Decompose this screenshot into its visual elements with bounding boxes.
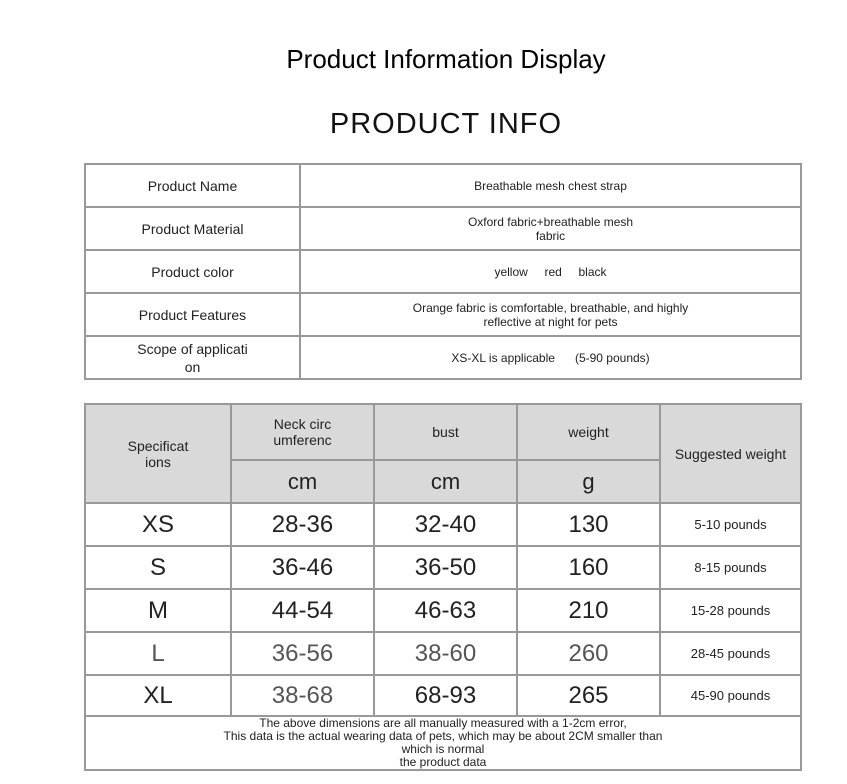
info-label: Product Name: [84, 163, 301, 208]
info-value: yellow red black: [299, 249, 802, 294]
unit-row: cm cm g: [85, 459, 801, 504]
neck-cell: 44-54: [230, 588, 375, 633]
suggested-cell: 15-28 pounds: [659, 588, 802, 633]
size-cell: XS: [84, 502, 232, 547]
info-value: Breathable mesh chest strap: [299, 163, 802, 208]
header-neck: Neck circ umferenc: [230, 403, 375, 461]
footer-line: which is normal: [401, 742, 485, 756]
unit-bust: cm: [373, 459, 518, 504]
info-value: Oxford fabric+breathable mesh fabric: [299, 206, 802, 251]
size-cell: S: [84, 545, 232, 590]
footer-line: This data is the actual wearing data of …: [223, 729, 663, 743]
section-title: PRODUCT INFO: [329, 108, 563, 140]
footer-row: The above dimensions are all manually me…: [84, 715, 802, 771]
info-row: Product Name Breathable mesh chest strap: [84, 163, 802, 208]
footer-line: the product data: [399, 755, 487, 769]
info-label: Product Material: [84, 206, 301, 251]
suggested-cell: 5-10 pounds: [659, 502, 802, 547]
bust-cell: 32-40: [373, 502, 518, 547]
size-row: L 36-56 38-60 260 28-45 pounds: [84, 631, 802, 676]
size-cell: XL: [84, 674, 232, 717]
info-row: Product Features Orange fabric is comfort…: [84, 292, 802, 337]
size-table: Specificat ions Neck circ umferenc bust …: [84, 403, 802, 771]
product-info-table: Product Name Breathable mesh chest strap …: [84, 163, 802, 380]
neck-cell: 36-46: [230, 545, 375, 590]
weight-cell: 260: [516, 631, 661, 676]
weight-cell: 210: [516, 588, 661, 633]
info-row: Product color yellow red black: [84, 249, 802, 294]
info-label: Product color: [84, 249, 301, 294]
info-label: Product Features: [84, 292, 301, 337]
suggested-cell: 28-45 pounds: [659, 631, 802, 676]
weight-cell: 130: [516, 502, 661, 547]
footer-line: The above dimensions are all manually me…: [259, 716, 627, 730]
weight-cell: 265: [516, 674, 661, 717]
size-row: XL 38-68 68-93 265 45-90 pounds: [84, 674, 802, 717]
bust-cell: 38-60: [373, 631, 518, 676]
info-value: Orange fabric is comfortable, breathable…: [299, 292, 802, 337]
header-weight: weight: [516, 403, 661, 461]
unit-weight: g: [516, 459, 661, 504]
footer-note: The above dimensions are all manually me…: [84, 715, 802, 771]
header-spec: Specificat ions: [84, 403, 232, 504]
bust-cell: 68-93: [373, 674, 518, 717]
header-bust: bust: [373, 403, 518, 461]
size-cell: L: [84, 631, 232, 676]
size-cell: M: [84, 588, 232, 633]
size-row: XS 28-36 32-40 130 5-10 pounds: [84, 502, 802, 547]
suggested-cell: 45-90 pounds: [659, 674, 802, 717]
header-row: Specificat ions Neck circ umferenc bust …: [84, 403, 802, 504]
suggested-cell: 8-15 pounds: [659, 545, 802, 590]
bust-cell: 36-50: [373, 545, 518, 590]
neck-cell: 36-56: [230, 631, 375, 676]
unit-neck: cm: [230, 459, 375, 504]
weight-cell: 160: [516, 545, 661, 590]
header-suggested: Suggested weight: [659, 403, 802, 504]
info-row: Scope of applicati on XS-XL is applicable…: [84, 335, 802, 380]
size-row: S 36-46 36-50 160 8-15 pounds: [84, 545, 802, 590]
info-row: Product Material Oxford fabric+breathable…: [84, 206, 802, 251]
size-row: M 44-54 46-63 210 15-28 pounds: [84, 588, 802, 633]
page-title: Product Information Display: [286, 44, 606, 74]
info-label: Scope of applicati on: [84, 335, 301, 380]
bust-cell: 46-63: [373, 588, 518, 633]
neck-cell: 28-36: [230, 502, 375, 547]
neck-cell: 38-68: [230, 674, 375, 717]
info-value: XS-XL is applicable (5-90 pounds): [299, 335, 802, 380]
